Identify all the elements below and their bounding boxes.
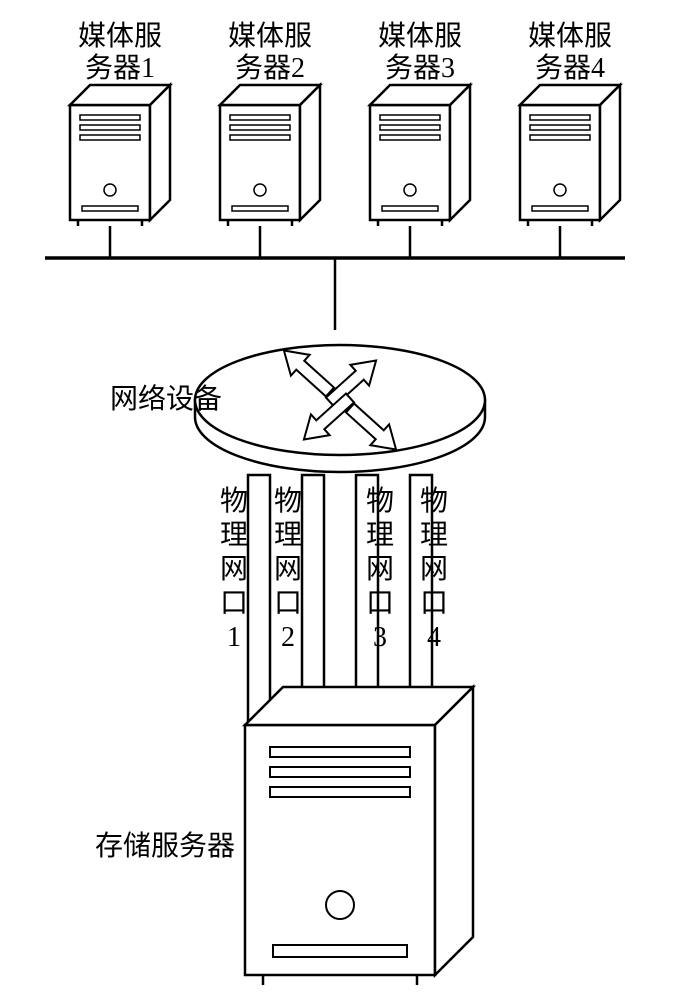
port-label-4-char-4: 4 bbox=[427, 622, 441, 653]
storage-server-label: 存储服务器 bbox=[95, 830, 235, 862]
port-label-2-char-1: 理 bbox=[274, 520, 302, 551]
port-label-1-char-1: 理 bbox=[220, 520, 248, 551]
port-label-2-char-4: 2 bbox=[281, 622, 295, 653]
port-label-4-char-2: 网 bbox=[420, 554, 448, 585]
port-label-1-char-2: 网 bbox=[220, 554, 248, 585]
storage-server-icon bbox=[245, 725, 435, 975]
port-label-4-char-1: 理 bbox=[420, 520, 448, 551]
port-1 bbox=[248, 475, 270, 725]
port-label-3-char-3: 口 bbox=[366, 588, 394, 619]
server-label-4-line1: 媒体服 bbox=[528, 20, 612, 52]
port-label-3-char-2: 网 bbox=[366, 554, 394, 585]
port-label-1-char-0: 物 bbox=[220, 485, 248, 517]
port-label-4-char-0: 物 bbox=[420, 485, 448, 517]
server-label-1-line1: 媒体服 bbox=[78, 20, 162, 52]
port-label-2-char-0: 物 bbox=[274, 485, 302, 517]
server-label-3-line1: 媒体服 bbox=[378, 20, 462, 52]
port-label-1-char-4: 1 bbox=[227, 622, 241, 653]
server-label-1-line2: 务器1 bbox=[85, 52, 155, 84]
port-label-3-char-1: 理 bbox=[366, 520, 394, 551]
port-label-2-char-3: 口 bbox=[274, 588, 302, 619]
server-label-4-line2: 务器4 bbox=[535, 52, 605, 84]
port-label-4-char-3: 口 bbox=[420, 588, 448, 619]
router-label: 网络设备 bbox=[110, 383, 222, 415]
server-label-3-line2: 务器3 bbox=[385, 52, 455, 84]
server-label-2-line2: 务器2 bbox=[235, 52, 305, 84]
server-label-2-line1: 媒体服 bbox=[228, 20, 312, 52]
port-label-3-char-0: 物 bbox=[366, 485, 394, 517]
port-label-2-char-2: 网 bbox=[274, 554, 302, 585]
port-label-3-char-4: 3 bbox=[373, 622, 387, 653]
port-label-1-char-3: 口 bbox=[220, 588, 248, 619]
